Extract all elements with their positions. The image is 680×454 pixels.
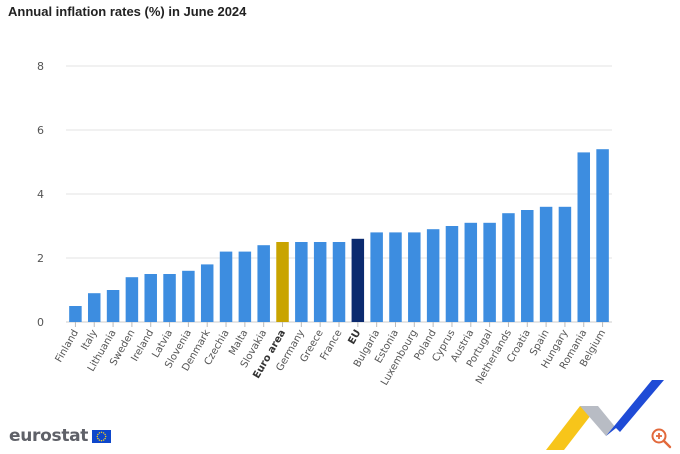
bar-luxembourg[interactable]	[408, 232, 421, 322]
brand-stripes-graphic	[546, 380, 664, 450]
bar-italy[interactable]	[87, 293, 101, 322]
bar-finland[interactable]	[69, 306, 82, 322]
y-axis-ticks: 0 2 4 6 8	[37, 60, 44, 329]
bar-portugal[interactable]	[483, 222, 496, 322]
bar-czechia[interactable]	[219, 251, 233, 322]
blue-stripe	[606, 380, 664, 436]
bar-belgium[interactable]	[596, 149, 609, 322]
y-tick-label: 0	[37, 316, 44, 329]
bar-sweden[interactable]	[125, 277, 139, 322]
y-tick-label: 2	[37, 252, 44, 265]
bar-spain[interactable]	[539, 206, 553, 322]
zoom-in-icon	[651, 428, 672, 449]
eurostat-logo: eurostat	[9, 426, 112, 446]
bar-poland[interactable]	[426, 229, 440, 322]
bar-bulgaria[interactable]	[370, 232, 383, 322]
y-tick-label: 4	[37, 188, 44, 201]
bar-eu[interactable]	[351, 238, 365, 322]
bar-denmark[interactable]	[200, 264, 214, 322]
x-axis-ticks	[74, 322, 604, 327]
bar-slovakia[interactable]	[257, 245, 270, 322]
y-tick-label: 8	[37, 60, 44, 73]
bar-malta[interactable]	[238, 251, 252, 322]
bar-ireland[interactable]	[144, 274, 157, 322]
bar-cyprus[interactable]	[445, 226, 459, 322]
bar-france[interactable]	[332, 242, 346, 322]
bar-estonia[interactable]	[389, 232, 402, 322]
eu-flag-icon	[92, 429, 112, 443]
grey-stripe	[580, 406, 616, 436]
bar-chart: 0 2 4 6 8 FinlandItalyLithuaniaSwedenIreland…	[37, 60, 612, 388]
bar-austria[interactable]	[464, 222, 478, 322]
category-labels: FinlandItalyLithuaniaSwedenIrelandLatvia…	[54, 328, 609, 388]
bar-euro-area[interactable]	[276, 242, 289, 322]
y-tick-label: 6	[37, 124, 44, 137]
bar-greece[interactable]	[313, 242, 327, 322]
bar-hungary[interactable]	[558, 206, 572, 322]
x-tick-label: EU	[346, 328, 363, 346]
bar-lithuania[interactable]	[106, 290, 120, 322]
zoom-in-button[interactable]	[650, 427, 672, 449]
bars	[69, 149, 609, 322]
logo-text: eurostat	[9, 426, 89, 446]
bar-netherlands[interactable]	[502, 213, 515, 322]
yellow-stripe	[546, 406, 598, 450]
bar-latvia[interactable]	[163, 274, 176, 322]
bar-slovenia[interactable]	[182, 270, 195, 322]
x-tick-label: Finland	[54, 328, 81, 364]
bar-croatia[interactable]	[521, 210, 534, 322]
chart-title: Annual inflation rates (%) in June 2024	[8, 4, 247, 19]
bar-romania[interactable]	[577, 152, 591, 322]
bar-germany[interactable]	[295, 242, 308, 322]
